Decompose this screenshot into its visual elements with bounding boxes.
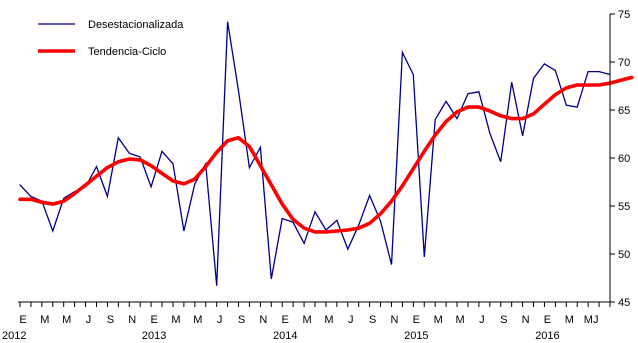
x-tick-label-month: M — [302, 314, 311, 326]
y-tick-label: 50 — [618, 249, 630, 261]
x-tick-label-month: M — [565, 314, 574, 326]
x-tick-label-month: M — [62, 314, 71, 326]
x-tick-label-month: N — [259, 314, 267, 326]
legend-label-tendencia-ciclo: Tendencia-Ciclo — [88, 46, 166, 58]
series-line-tendencia-ciclo — [18, 75, 634, 234]
x-tick-label-month: E — [413, 314, 420, 326]
x-tick-label-month: J — [86, 314, 92, 326]
x-tick-label-year: 2012 — [2, 330, 26, 342]
y-tick-label: 55 — [618, 201, 630, 213]
x-tick-label-month: S — [107, 314, 114, 326]
x-tick-label-month: J — [217, 314, 223, 326]
x-tick-label-year: 2014 — [273, 330, 297, 342]
y-tick-label: 70 — [618, 57, 630, 69]
x-tick-label-month: S — [369, 314, 376, 326]
x-tick-label-month: S — [500, 314, 507, 326]
legend-label-desestacionalizada: Desestacionalizada — [88, 19, 184, 31]
x-tick-label-year: 2013 — [142, 330, 166, 342]
x-tick-label-month: M — [171, 314, 180, 326]
x-tick-label-month: E — [544, 314, 551, 326]
x-tick-label-month: M — [40, 314, 49, 326]
x-tick-label-month: E — [19, 314, 26, 326]
x-tick-label-month: M — [455, 314, 464, 326]
x-tick-label-month: J — [348, 314, 354, 326]
x-tick-label-month: N — [522, 314, 530, 326]
y-tick-label: 45 — [618, 297, 630, 309]
y-tick-label: 65 — [618, 105, 630, 117]
x-tick-label-month: M — [193, 314, 202, 326]
y-axis: 45 50 55 60 65 70 75 — [609, 9, 630, 309]
legend: Desestacionalizada Tendencia-Ciclo — [38, 19, 184, 58]
x-tick-label-month: M — [434, 314, 443, 326]
x-tick-label-month: E — [150, 314, 157, 326]
y-tick-label: 60 — [618, 153, 630, 165]
x-tick-label-month: N — [128, 314, 136, 326]
x-tick-label-year: 2015 — [404, 330, 428, 342]
plot-marks — [18, 21, 634, 286]
series-line-desestacionalizada — [19, 21, 611, 286]
x-tick-label-month: MJ — [584, 314, 599, 326]
x-tick-label-month: E — [282, 314, 289, 326]
x-tick-label-year: 2016 — [535, 330, 559, 342]
y-tick-label: 75 — [618, 9, 630, 21]
x-tick-label-month: S — [238, 314, 245, 326]
x-tick-label-month: N — [391, 314, 399, 326]
x-tick-label-month: J — [479, 314, 485, 326]
x-tick-label-month: M — [324, 314, 333, 326]
